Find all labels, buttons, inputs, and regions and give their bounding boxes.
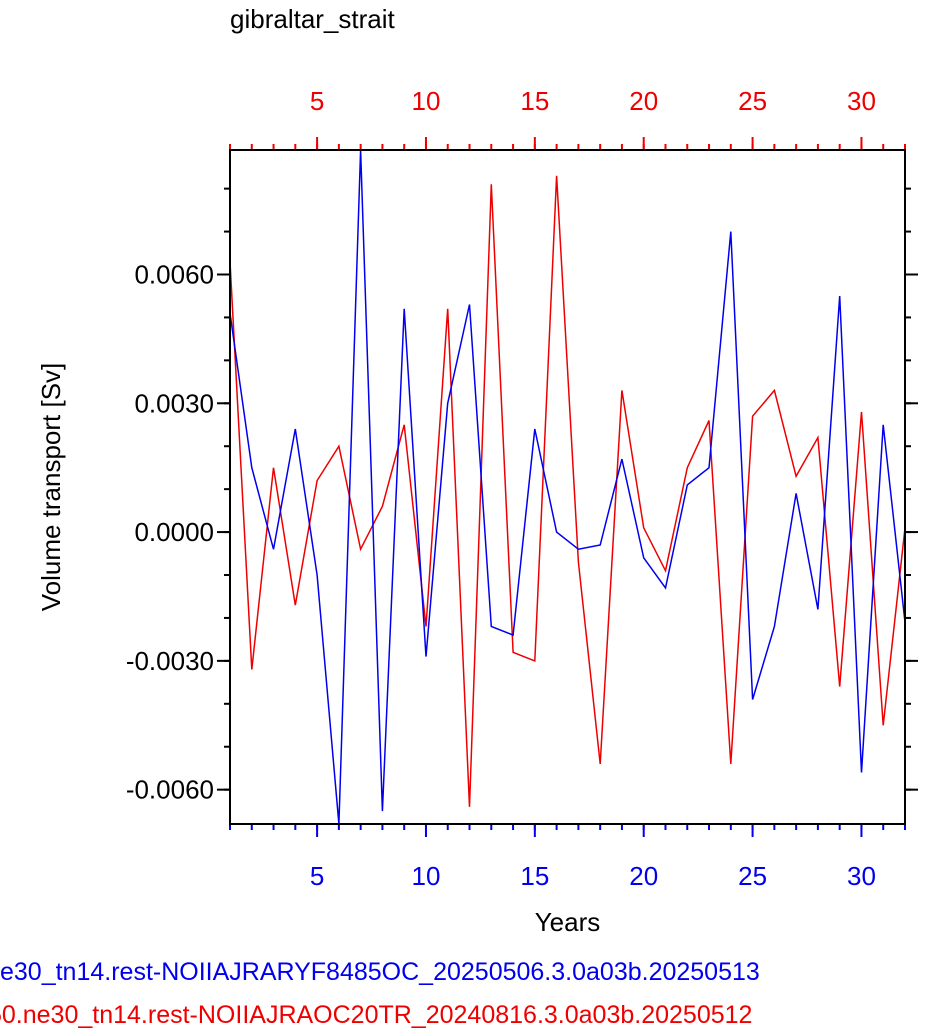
x-tick-label-bottom: 20 xyxy=(629,861,658,891)
y-tick-label: -0.0030 xyxy=(126,646,214,676)
axis-ticks xyxy=(217,137,918,837)
series-line-red xyxy=(230,175,905,807)
y-tick-label: -0.0060 xyxy=(126,775,214,805)
x-tick-label-bottom: 25 xyxy=(738,861,767,891)
series-line-blue xyxy=(230,149,905,825)
x-tick-label-top: 10 xyxy=(412,86,441,116)
x-axis-label: Years xyxy=(535,907,601,937)
x-tick-label-bottom: 15 xyxy=(520,861,549,891)
legend-entry-blue: e30_tn14.rest-NOIIAJRARYF8485OC_20250506… xyxy=(0,958,760,986)
series-layer xyxy=(230,149,905,825)
x-tick-label-bottom: 10 xyxy=(412,861,441,891)
y-tick-labels: -0.0060 -0.0030 0.0000 0.0030 0.0060 xyxy=(126,259,214,804)
legend-entry-red: 50.ne30_tn14.rest-NOIIAJRAOC20TR_2024081… xyxy=(0,1001,752,1029)
x-tick-label-bottom: 5 xyxy=(310,861,324,891)
top-x-tick-labels: 5 10 15 20 25 30 xyxy=(310,86,876,116)
bottom-x-tick-labels: 5 10 15 20 25 30 xyxy=(310,861,876,891)
y-tick-label: 0.0030 xyxy=(134,388,214,418)
x-tick-label-top: 25 xyxy=(738,86,767,116)
x-tick-label-top: 20 xyxy=(629,86,658,116)
y-tick-label: 0.0000 xyxy=(134,517,214,547)
x-tick-label-top: 15 xyxy=(520,86,549,116)
y-tick-label: 0.0060 xyxy=(134,259,214,289)
plot-frame xyxy=(229,149,906,825)
x-tick-label-top: 30 xyxy=(847,86,876,116)
y-axis-label: Volume transport [Sv] xyxy=(36,363,66,612)
chart-title: gibraltar_strait xyxy=(230,4,396,34)
x-tick-label-top: 5 xyxy=(310,86,324,116)
x-tick-label-bottom: 30 xyxy=(847,861,876,891)
